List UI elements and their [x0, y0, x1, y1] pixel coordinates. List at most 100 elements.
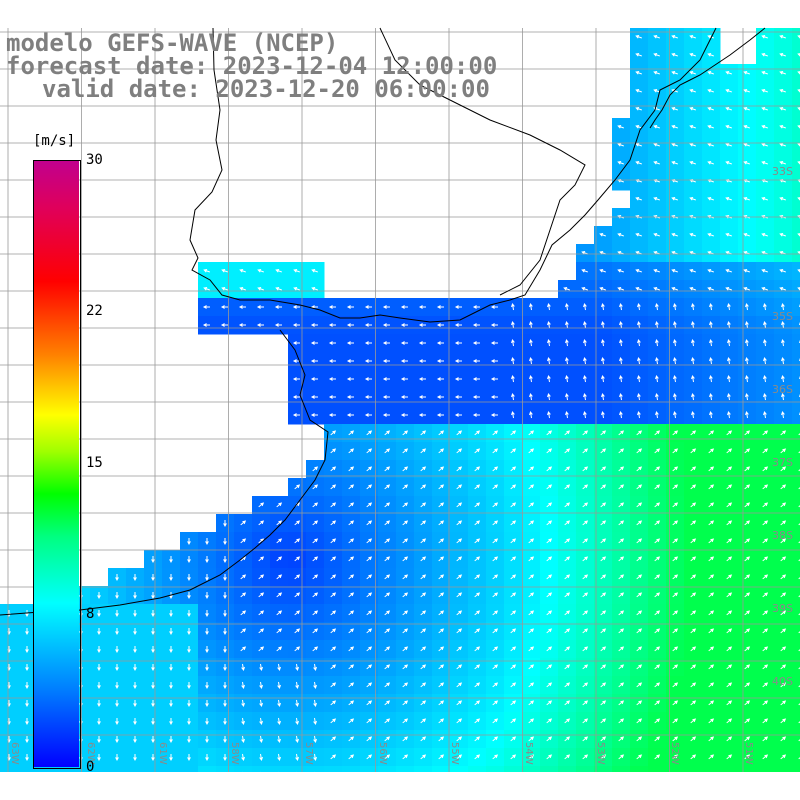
wind-arrow	[241, 735, 245, 744]
wind-arrow	[528, 448, 535, 454]
wind-arrow	[600, 556, 607, 562]
wind-arrow	[690, 556, 697, 562]
wind-arrow	[277, 717, 281, 726]
wind-arrow	[726, 574, 733, 580]
wind-arrow	[205, 736, 209, 744]
wind-arrow	[745, 320, 749, 329]
latitude-label: 39S	[772, 602, 793, 615]
wind-arrow	[781, 320, 785, 329]
wind-arrow	[744, 448, 751, 454]
wind-arrow	[798, 505, 800, 508]
wind-arrow	[673, 410, 677, 419]
wind-arrow	[346, 413, 354, 417]
wind-arrow	[295, 699, 299, 708]
wind-arrow	[707, 89, 714, 93]
wind-arrow	[436, 377, 444, 381]
wind-speed-cell	[792, 118, 800, 137]
wind-arrow	[707, 143, 714, 147]
wind-arrow	[310, 395, 318, 399]
wind-arrow	[726, 502, 733, 508]
wind-arrow	[743, 269, 750, 273]
wind-arrow	[492, 592, 499, 598]
wind-arrow	[294, 520, 301, 526]
wind-arrow	[97, 718, 101, 726]
wind-arrow	[583, 302, 587, 311]
wind-arrow	[348, 736, 355, 742]
wind-arrow	[420, 754, 427, 760]
wind-arrow	[708, 682, 715, 688]
wind-arrow	[600, 592, 607, 598]
wind-arrow	[384, 718, 391, 724]
wind-arrow	[456, 628, 463, 634]
wind-arrow	[366, 448, 373, 454]
wind-speed-cell	[108, 766, 127, 772]
wind-arrow	[420, 682, 427, 688]
wind-arrow	[635, 35, 642, 39]
wind-arrow	[726, 754, 733, 760]
wind-arrow	[762, 610, 769, 616]
wind-arrow	[762, 484, 769, 490]
wind-arrow	[474, 430, 481, 436]
wind-arrow	[472, 413, 480, 417]
wind-arrow	[690, 502, 697, 508]
wind-arrow	[725, 143, 732, 147]
wind-arrow	[546, 646, 553, 652]
wind-arrow	[366, 592, 373, 598]
wind-arrow	[671, 125, 678, 129]
wind-arrow	[565, 320, 569, 329]
wind-speed-cell	[792, 460, 800, 479]
wind-arrow	[420, 736, 427, 742]
wind-arrow	[564, 628, 571, 634]
wind-arrow	[151, 700, 155, 708]
longitude-label: 57W	[303, 742, 314, 765]
wind-arrow	[781, 356, 785, 365]
wind-speed-cell	[378, 766, 397, 772]
wind-arrow	[637, 338, 641, 347]
wind-arrow	[492, 484, 499, 490]
wind-arrow	[438, 718, 445, 724]
wind-arrow	[528, 556, 535, 562]
wind-arrow	[366, 574, 373, 580]
wind-arrow	[312, 628, 319, 634]
wind-arrow	[510, 430, 517, 436]
wind-arrow	[600, 664, 607, 670]
wind-arrow	[364, 341, 372, 345]
wind-arrow	[673, 773, 678, 777]
wind-arrow	[420, 628, 427, 634]
wind-arrow	[402, 610, 409, 616]
wind-speed-cell	[792, 100, 800, 119]
wind-arrow	[511, 410, 515, 419]
wind-arrow	[472, 377, 480, 381]
wind-arrow	[313, 699, 317, 708]
wind-arrow	[402, 628, 409, 634]
wind-arrow	[456, 664, 463, 670]
wind-arrow	[133, 664, 137, 672]
wind-speed-cell	[792, 568, 800, 587]
wind-arrow	[761, 125, 768, 129]
wind-arrow	[727, 773, 732, 777]
wind-arrow	[187, 538, 191, 546]
wind-arrow	[673, 356, 677, 365]
wind-arrow	[744, 682, 751, 688]
wind-arrow	[727, 338, 731, 347]
wind-arrow	[565, 302, 569, 311]
wind-arrow	[744, 484, 751, 490]
wind-arrow	[690, 754, 697, 760]
wind-arrow	[528, 538, 535, 544]
wind-arrow	[456, 574, 463, 580]
wind-arrow	[583, 392, 587, 401]
wind-arrow	[654, 610, 661, 616]
wind-arrow	[691, 410, 695, 419]
wind-arrow	[25, 754, 29, 762]
wind-arrow	[618, 664, 625, 670]
wind-arrow	[725, 269, 732, 273]
wind-arrow	[708, 538, 715, 544]
wind-arrow	[709, 302, 713, 311]
wind-arrow	[798, 595, 800, 598]
wind-arrow	[709, 410, 713, 419]
wind-arrow	[474, 484, 481, 490]
wind-arrow	[382, 305, 390, 309]
wind-arrow	[618, 700, 625, 706]
wind-speed-cell	[792, 46, 800, 65]
wind-arrow	[529, 356, 533, 365]
